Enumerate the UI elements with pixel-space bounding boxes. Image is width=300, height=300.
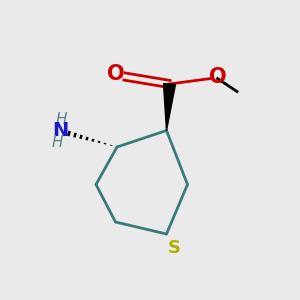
- Text: H: H: [56, 112, 67, 128]
- Text: S: S: [167, 239, 181, 257]
- Text: N: N: [52, 121, 68, 140]
- Text: H: H: [51, 135, 63, 150]
- Text: O: O: [107, 64, 124, 84]
- Text: O: O: [209, 67, 226, 87]
- Polygon shape: [164, 84, 175, 130]
